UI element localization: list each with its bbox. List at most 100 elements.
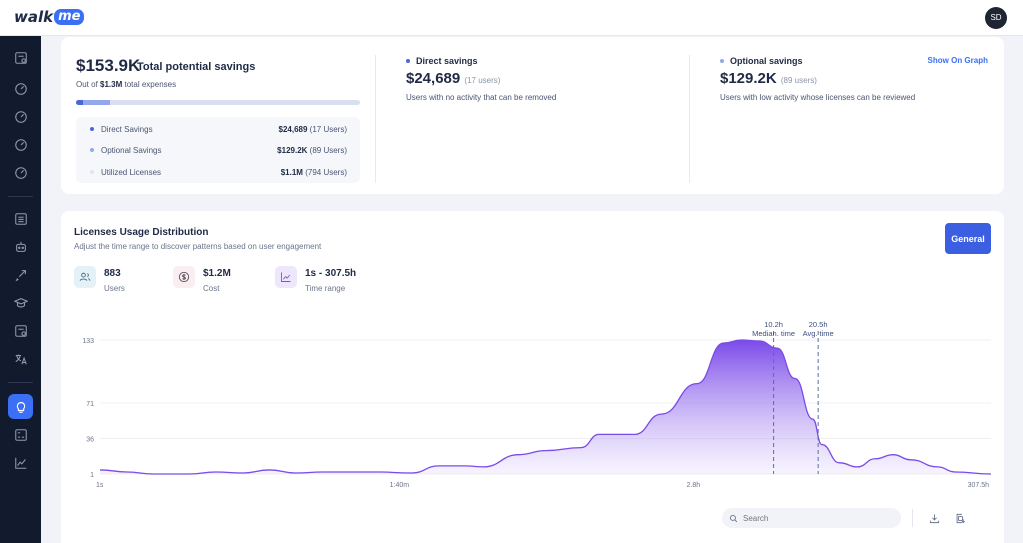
- users-icon: [79, 272, 91, 281]
- optional-savings-title-text: Optional savings: [730, 56, 803, 66]
- sidebar-item-list[interactable]: [8, 206, 33, 231]
- stat-value: 883: [104, 268, 121, 279]
- breakdown-value: $129.2K (89 Users): [277, 146, 347, 155]
- optional-savings-description: Users with low activity whose licenses c…: [720, 93, 916, 102]
- stat-label: Users: [104, 284, 125, 293]
- x-tick-label: 1s: [96, 482, 104, 489]
- gauge-icon: [14, 138, 27, 151]
- report-icon: [14, 324, 27, 337]
- breakdown-label: Optional Savings: [101, 145, 162, 155]
- progress-direct-segment: [76, 100, 83, 105]
- breakdown-label: Direct Savings: [101, 124, 153, 134]
- stat-value: $1.2M: [203, 268, 231, 279]
- sidebar-divider: [8, 196, 33, 197]
- stat-time-range: 1s - 307.5h Time range: [275, 266, 356, 293]
- y-tick-label: 133: [82, 338, 94, 345]
- sidebar: [0, 36, 41, 543]
- optional-amount-users: (89 users): [780, 76, 817, 85]
- list-icon: [14, 212, 27, 225]
- optional-savings-amount: $129.2K (89 users): [720, 70, 915, 87]
- search-input[interactable]: [743, 513, 893, 523]
- total-expenses-amount: $1.3M: [100, 80, 123, 89]
- breakdown-amount: $24,689: [278, 124, 308, 134]
- savings-breakdown: Direct Savings $24,689 (17 Users) Option…: [76, 117, 360, 183]
- breakdown-amount: $129.2K: [277, 145, 308, 155]
- stat-icon-box: [275, 266, 297, 288]
- column-divider: [375, 55, 376, 183]
- translate-icon: [14, 354, 27, 364]
- direct-savings-description: Users with no activity that can be remov…: [406, 93, 557, 102]
- stat-cost: $1.2M Cost: [173, 266, 231, 293]
- x-tick-label: 307.5h: [968, 482, 990, 489]
- top-bar: walk me SD: [0, 0, 1023, 36]
- direct-amount-users: (17 users): [464, 76, 501, 85]
- out-of-prefix: Out of: [76, 80, 98, 89]
- sidebar-item-dashboard-1[interactable]: [8, 76, 33, 101]
- sidebar-item-dashboard-3[interactable]: [8, 132, 33, 157]
- optional-savings-block: Optional savings $129.2K (89 users) User…: [720, 56, 915, 102]
- sidebar-item-analytics[interactable]: [8, 450, 33, 475]
- breakdown-label: Utilized Licenses: [101, 167, 162, 177]
- sidebar-item-training[interactable]: [8, 290, 33, 315]
- legend-dot: [720, 59, 724, 63]
- y-tick-label: 36: [86, 436, 94, 443]
- total-savings-amount: $153.9K: [76, 56, 141, 75]
- gauge-icon: [14, 82, 27, 95]
- sidebar-item-rocket[interactable]: [8, 262, 33, 287]
- legend-dot: [90, 148, 94, 152]
- search-box[interactable]: [722, 508, 901, 528]
- breakdown-row-direct: Direct Savings $24,689 (17 Users): [90, 122, 347, 136]
- export-button[interactable]: [952, 510, 968, 526]
- line-chart-icon: [14, 457, 26, 469]
- total-expenses-line: Out of $1.3M total expenses: [76, 80, 176, 89]
- breakdown-value: $24,689 (17 Users): [279, 125, 348, 134]
- x-tick-label: 2.8h: [687, 482, 701, 489]
- robot-icon: [15, 241, 26, 252]
- user-avatar[interactable]: SD: [985, 7, 1007, 29]
- breakdown-row-optional: Optional Savings $129.2K (89 Users): [90, 143, 347, 157]
- show-on-graph-link[interactable]: Show On Graph: [927, 56, 988, 65]
- breakdown-row-utilized: Utilized Licenses $1.1M (794 Users): [90, 165, 347, 179]
- search-icon: [729, 514, 738, 522]
- x-tick-label: 1:40m: [390, 482, 410, 489]
- stat-value: 1s - 307.5h: [305, 268, 357, 279]
- rocket-icon: [14, 269, 26, 281]
- distribution-line: [99, 339, 992, 475]
- breakdown-value: $1.1M (794 Users): [281, 168, 347, 177]
- annotation-label: Avg. time: [803, 329, 834, 338]
- sidebar-item-robot[interactable]: [8, 234, 33, 259]
- graduation-cap-icon: [13, 297, 28, 307]
- stat-label: Time range: [305, 284, 346, 293]
- breakdown-amount: $1.1M: [280, 167, 303, 177]
- savings-progress-bar: [76, 100, 360, 105]
- annotation-value: 10.2h: [764, 320, 783, 329]
- toolbar-divider: [912, 509, 913, 527]
- general-button[interactable]: General: [945, 223, 991, 254]
- sidebar-item-translate[interactable]: [8, 346, 33, 371]
- export-icon: [956, 513, 965, 523]
- logo-prefix: walk: [14, 8, 54, 26]
- direct-savings-title: Direct savings: [406, 56, 556, 66]
- sidebar-item-dashboard-2[interactable]: [8, 104, 33, 129]
- distribution-subtitle: Adjust the time range to discover patter…: [74, 242, 322, 251]
- stat-icon-box: [74, 266, 96, 288]
- breakdown-users: (89 Users): [309, 145, 347, 155]
- sidebar-item-report-2[interactable]: [8, 318, 33, 343]
- download-button[interactable]: [926, 510, 942, 526]
- direct-savings-amount: $24,689 (17 users): [406, 70, 556, 87]
- stat-label: Cost: [203, 284, 220, 293]
- gauge-icon: [14, 166, 27, 179]
- y-tick-label: 1: [90, 472, 94, 479]
- dollar-icon: [178, 271, 190, 283]
- walkme-logo[interactable]: walk me: [14, 8, 85, 26]
- download-icon: [929, 513, 939, 523]
- breakdown-users: (794 Users): [305, 167, 347, 177]
- sidebar-item-report[interactable]: [8, 45, 33, 70]
- column-divider: [689, 55, 690, 183]
- sidebar-item-insights[interactable]: [8, 394, 33, 419]
- savings-summary-card: $153.9K Total potential savings Out of $…: [61, 37, 1004, 194]
- legend-dot: [406, 59, 410, 63]
- sidebar-item-dashboard-4[interactable]: [8, 160, 33, 185]
- sidebar-item-calculator[interactable]: [8, 422, 33, 447]
